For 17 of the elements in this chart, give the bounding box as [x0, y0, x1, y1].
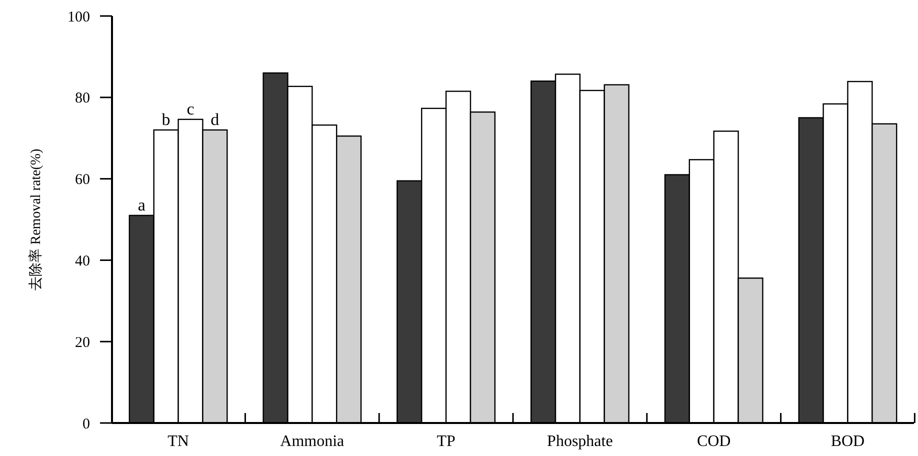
x-tick-label: TP — [436, 433, 456, 450]
y-tick-label: 40 — [75, 253, 90, 270]
y-tick-label: 0 — [82, 416, 90, 432]
x-tick-label: TN — [168, 433, 190, 450]
x-tick-label: COD — [696, 433, 731, 450]
x-tick-label: Phosphate — [547, 433, 613, 450]
series-label: d — [210, 110, 220, 129]
x-tick-label: BOD — [830, 433, 865, 450]
y-tick-label: 100 — [68, 9, 90, 26]
series-label: a — [138, 195, 146, 214]
y-tick-label: 80 — [75, 90, 90, 107]
series-label: b — [162, 110, 170, 129]
y-tick-label: 60 — [75, 172, 90, 188]
y-axis-title: 去除率 Removal rate(%) — [28, 148, 44, 290]
series-label: c — [186, 99, 195, 118]
x-tick-label: Ammonia — [280, 433, 344, 450]
y-tick-label: 20 — [75, 334, 90, 351]
